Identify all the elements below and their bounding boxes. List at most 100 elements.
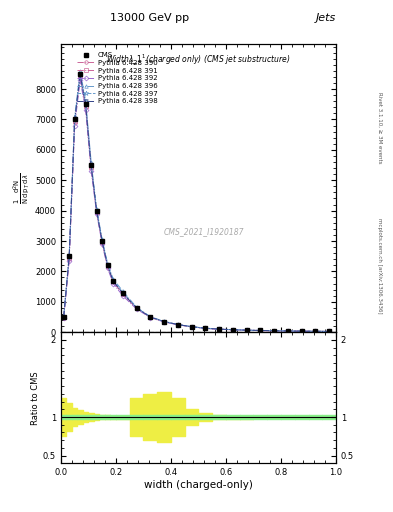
Pythia 6.428 398 xyxy=(100,239,105,245)
Line: Pythia 6.428 392: Pythia 6.428 392 xyxy=(62,78,331,333)
CMS xyxy=(299,328,304,334)
Line: Pythia 6.428 397: Pythia 6.428 397 xyxy=(61,72,332,334)
CMS xyxy=(189,324,194,330)
Pythia 6.428 392 xyxy=(61,315,66,321)
CMS xyxy=(78,71,83,77)
Pythia 6.428 390 xyxy=(83,104,88,111)
Pythia 6.428 391 xyxy=(244,327,249,333)
Pythia 6.428 398 xyxy=(230,327,235,333)
Pythia 6.428 396 xyxy=(285,328,290,334)
Pythia 6.428 390 xyxy=(67,256,72,262)
Pythia 6.428 390 xyxy=(72,119,77,125)
Pythia 6.428 398 xyxy=(299,328,304,334)
Pythia 6.428 397 xyxy=(89,162,94,168)
CMS xyxy=(83,101,88,108)
Pythia 6.428 396 xyxy=(111,276,116,282)
Pythia 6.428 392 xyxy=(148,314,152,321)
Pythia 6.428 390 xyxy=(244,327,249,333)
Pythia 6.428 391 xyxy=(203,325,208,331)
Pythia 6.428 398 xyxy=(244,327,249,333)
Pythia 6.428 396 xyxy=(148,313,152,319)
CMS xyxy=(111,278,116,284)
Pythia 6.428 391 xyxy=(89,163,94,169)
CMS xyxy=(120,290,125,296)
Pythia 6.428 391 xyxy=(230,327,235,333)
Pythia 6.428 398 xyxy=(162,318,167,325)
Pythia 6.428 397 xyxy=(148,314,152,320)
Text: mcplots.cern.ch [arXiv:1306.3436]: mcplots.cern.ch [arXiv:1306.3436] xyxy=(377,219,382,314)
Pythia 6.428 396 xyxy=(100,237,105,243)
Pythia 6.428 391 xyxy=(83,103,88,109)
Text: CMS_2021_I1920187: CMS_2021_I1920187 xyxy=(164,227,244,236)
Line: Pythia 6.428 390: Pythia 6.428 390 xyxy=(62,75,331,333)
Pythia 6.428 398 xyxy=(111,278,116,284)
Pythia 6.428 392 xyxy=(327,328,332,334)
Pythia 6.428 392 xyxy=(100,241,105,247)
Pythia 6.428 396 xyxy=(230,327,235,333)
Pythia 6.428 391 xyxy=(258,328,263,334)
Legend: CMS, Pythia 6.428 390, Pythia 6.428 391, Pythia 6.428 392, Pythia 6.428 396, Pyt: CMS, Pythia 6.428 390, Pythia 6.428 391,… xyxy=(75,49,160,108)
Pythia 6.428 392 xyxy=(189,324,194,330)
Pythia 6.428 397 xyxy=(176,322,180,328)
Pythia 6.428 398 xyxy=(72,117,77,123)
Pythia 6.428 390 xyxy=(111,279,116,285)
CMS xyxy=(67,253,72,259)
Pythia 6.428 397 xyxy=(258,327,263,333)
Pythia 6.428 396 xyxy=(72,113,77,119)
CMS xyxy=(134,305,139,311)
Pythia 6.428 390 xyxy=(258,328,263,334)
Pythia 6.428 392 xyxy=(313,328,318,334)
Pythia 6.428 398 xyxy=(217,326,222,332)
CMS xyxy=(72,116,77,122)
Pythia 6.428 398 xyxy=(78,72,83,78)
CMS xyxy=(313,328,318,334)
Pythia 6.428 398 xyxy=(94,208,99,215)
Pythia 6.428 396 xyxy=(67,251,72,258)
Pythia 6.428 397 xyxy=(83,101,88,108)
Pythia 6.428 391 xyxy=(217,326,222,332)
Pythia 6.428 390 xyxy=(203,325,208,331)
Pythia 6.428 398 xyxy=(203,325,208,331)
Pythia 6.428 392 xyxy=(244,327,249,333)
Pythia 6.428 398 xyxy=(176,322,180,328)
CMS xyxy=(327,328,332,334)
Pythia 6.428 392 xyxy=(230,327,235,333)
Pythia 6.428 397 xyxy=(72,116,77,122)
Pythia 6.428 390 xyxy=(176,322,180,328)
Pythia 6.428 397 xyxy=(120,290,125,296)
Pythia 6.428 398 xyxy=(105,263,110,269)
Pythia 6.428 398 xyxy=(148,314,152,320)
Pythia 6.428 398 xyxy=(313,328,318,334)
CMS xyxy=(89,162,94,168)
Pythia 6.428 392 xyxy=(162,319,167,325)
Pythia 6.428 398 xyxy=(61,314,66,320)
Pythia 6.428 390 xyxy=(299,328,304,334)
Pythia 6.428 391 xyxy=(120,290,125,296)
Pythia 6.428 390 xyxy=(217,326,222,332)
Pythia 6.428 390 xyxy=(230,327,235,333)
Y-axis label: Ratio to CMS: Ratio to CMS xyxy=(31,371,40,424)
Pythia 6.428 397 xyxy=(100,238,105,244)
Pythia 6.428 397 xyxy=(111,278,116,284)
X-axis label: width (charged-only): width (charged-only) xyxy=(144,480,253,490)
Pythia 6.428 392 xyxy=(72,122,77,129)
Pythia 6.428 392 xyxy=(299,328,304,334)
Pythia 6.428 390 xyxy=(105,264,110,270)
Pythia 6.428 391 xyxy=(148,314,152,320)
Pythia 6.428 397 xyxy=(285,328,290,334)
Pythia 6.428 396 xyxy=(83,98,88,104)
Pythia 6.428 390 xyxy=(285,328,290,334)
Pythia 6.428 396 xyxy=(299,328,304,334)
Pythia 6.428 397 xyxy=(78,71,83,77)
Pythia 6.428 390 xyxy=(313,328,318,334)
Pythia 6.428 391 xyxy=(327,328,332,334)
Pythia 6.428 398 xyxy=(258,327,263,333)
Pythia 6.428 398 xyxy=(189,324,194,330)
Pythia 6.428 390 xyxy=(162,319,167,325)
Pythia 6.428 391 xyxy=(134,305,139,311)
Pythia 6.428 391 xyxy=(111,279,116,285)
Pythia 6.428 392 xyxy=(78,77,83,83)
Pythia 6.428 390 xyxy=(120,291,125,297)
Y-axis label: $\frac{1}{\mathrm{N}}\frac{\mathrm{d}^2\mathrm{N}}{\mathrm{d}\,\mathrm{p}_T\,\ma: $\frac{1}{\mathrm{N}}\frac{\mathrm{d}^2\… xyxy=(11,172,32,204)
Line: Pythia 6.428 398: Pythia 6.428 398 xyxy=(62,73,331,333)
